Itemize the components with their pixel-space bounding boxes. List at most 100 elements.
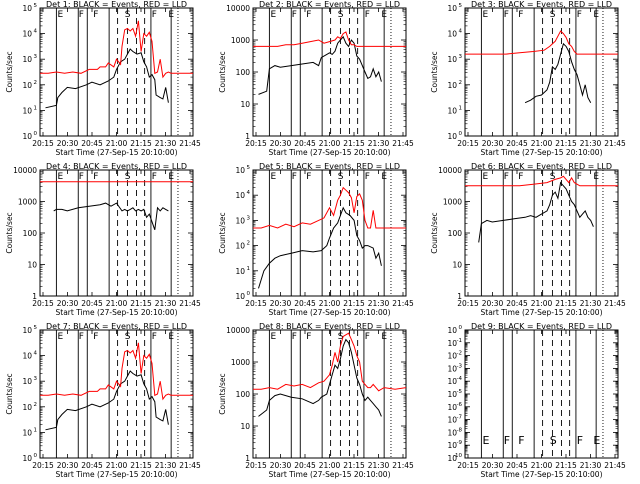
y-axis-label: Counts/sec: [218, 212, 227, 253]
chart-title: Det 3: BLACK = Events, RED = LLD: [471, 0, 612, 9]
lld-series-line: [465, 30, 618, 55]
x-axis-label: Start Time (27-Sep-15 20:10:00): [269, 470, 391, 479]
y-tick-exponent: 0: [459, 131, 463, 137]
y-tick-exponent: -2: [457, 351, 462, 357]
x-tick-label: 21:30: [368, 299, 390, 308]
y-tick-label: 10: [240, 100, 250, 109]
event-marker-label: E: [168, 10, 174, 20]
y-tick-label: 10: [235, 216, 245, 225]
y-tick-exponent: 2: [34, 80, 38, 86]
y-tick-exponent: 0: [459, 325, 463, 331]
event-marker-label: E: [482, 172, 488, 182]
y-tick-label: 10: [447, 339, 457, 348]
plot-frame: [252, 7, 407, 137]
x-tick-label: 21:45: [392, 461, 414, 470]
lld-series-line: [40, 20, 193, 79]
event-marker-label: E: [270, 332, 276, 342]
x-axis-label: Start Time (27-Sep-15 20:10:00): [481, 470, 603, 479]
y-tick-label: 10000: [13, 166, 37, 175]
y-tick-exponent: 3: [34, 54, 38, 60]
y-tick-label: 10: [447, 55, 457, 64]
lld-series-line: [253, 186, 406, 229]
y-tick-label: 10: [22, 81, 32, 90]
y-axis-label: Counts/sec: [218, 51, 227, 92]
x-tick-label: 21:30: [580, 139, 602, 148]
x-tick-label: 21:15: [555, 139, 577, 148]
y-tick-exponent: -4: [457, 376, 463, 382]
event-marker-label: F: [365, 172, 370, 182]
lld-series-line: [253, 31, 406, 47]
event-marker-label: F: [93, 172, 98, 182]
y-tick-label: 10: [447, 390, 457, 399]
event-marker-label: F: [577, 172, 582, 182]
y-tick-label: 10: [22, 30, 32, 39]
y-tick-exponent: 4: [247, 190, 251, 196]
x-tick-label: 21:15: [555, 299, 577, 308]
x-tick-label: 20:45: [81, 461, 103, 470]
x-tick-label: 20:15: [457, 299, 479, 308]
y-tick-label: 10: [447, 454, 457, 463]
y-tick-label: 10: [235, 292, 245, 301]
event-marker-label: F: [306, 332, 311, 342]
event-marker-label: E: [57, 332, 63, 342]
x-tick-label: 21:00: [106, 139, 128, 148]
y-axis-label: Counts/sec: [5, 373, 14, 414]
y-tick-label: 10: [22, 377, 32, 386]
event-marker-label: S: [550, 172, 556, 182]
y-tick-label: 10: [447, 81, 457, 90]
event-marker-label: F: [577, 434, 583, 447]
events-series-line: [524, 42, 592, 104]
x-tick-label: 21:30: [580, 461, 602, 470]
y-tick-label: 10: [22, 403, 32, 412]
x-axis-label: Start Time (27-Sep-15 20:10:00): [56, 308, 178, 317]
event-marker-label: E: [270, 10, 276, 20]
x-tick-label: 21:00: [319, 139, 341, 148]
event-marker-label: E: [381, 172, 387, 182]
y-tick-label: 10000: [226, 4, 250, 13]
y-tick-exponent: 2: [34, 402, 38, 408]
y-tick-exponent: 0: [34, 453, 38, 459]
events-series-line: [258, 35, 382, 95]
y-tick-exponent: 1: [34, 105, 38, 111]
y-tick-label: 10: [22, 352, 32, 361]
events-series-line: [45, 48, 169, 109]
y-tick-label: 10: [22, 132, 32, 141]
x-tick-label: 20:30: [57, 461, 79, 470]
x-tick-label: 21:15: [130, 299, 152, 308]
event-marker-label: E: [381, 10, 387, 20]
y-tick-label: 10: [447, 4, 457, 13]
x-tick-label: 20:15: [32, 139, 54, 148]
y-tick-label: 10000: [226, 326, 250, 335]
y-tick-label: 100: [448, 229, 463, 238]
chart-title: Det 4: BLACK = Events, RED = LLD: [46, 162, 187, 171]
x-tick-label: 20:30: [270, 139, 292, 148]
x-axis-label: Start Time (27-Sep-15 20:10:00): [481, 308, 603, 317]
event-marker-label: S: [125, 172, 131, 182]
event-marker-label: F: [79, 172, 84, 182]
y-tick-label: 10: [235, 267, 245, 276]
event-marker-label: S: [125, 332, 131, 342]
x-tick-label: 20:30: [482, 139, 504, 148]
y-tick-exponent: -7: [457, 415, 463, 421]
event-marker-label: F: [518, 172, 523, 182]
event-marker-label: F: [504, 434, 510, 447]
x-tick-label: 20:30: [270, 461, 292, 470]
lld-series-line: [40, 342, 193, 401]
chart-title: Det 7: BLACK = Events, RED = LLD: [46, 322, 187, 331]
y-tick-label: 10: [22, 4, 32, 13]
event-marker-label: F: [504, 172, 509, 182]
y-tick-label: 100: [236, 68, 251, 77]
event-marker-label: F: [93, 10, 98, 20]
y-tick-label: 10: [447, 326, 457, 335]
event-marker-label: F: [577, 10, 582, 20]
y-tick-label: 1000: [18, 198, 37, 207]
y-axis-label: Counts/sec: [430, 51, 439, 92]
x-tick-label: 20:30: [482, 461, 504, 470]
x-tick-label: 20:45: [81, 139, 103, 148]
event-marker-label: E: [57, 10, 63, 20]
event-marker-label: S: [338, 332, 344, 342]
